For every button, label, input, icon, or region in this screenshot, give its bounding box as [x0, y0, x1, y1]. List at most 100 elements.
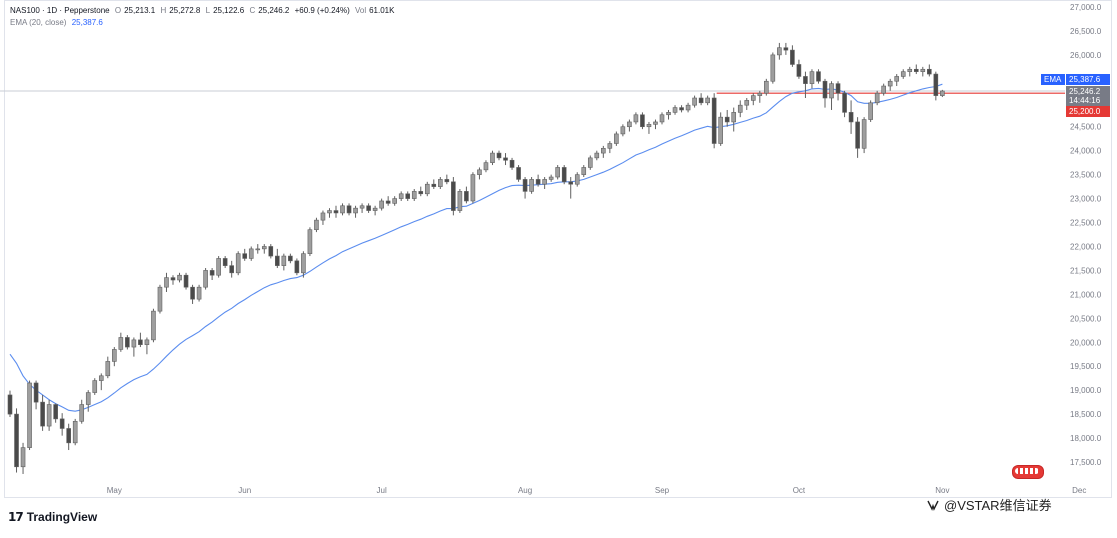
candle-body — [640, 114, 645, 128]
candle-body — [385, 200, 391, 204]
candle-body — [411, 191, 417, 199]
candle-body — [816, 71, 821, 82]
tradingview-wordmark: TradingView — [26, 510, 98, 524]
candle-body — [366, 205, 371, 211]
x-tick-label: May — [107, 486, 122, 495]
candle-body — [131, 339, 137, 348]
candle-body — [118, 337, 124, 350]
price-axis[interactable]: 27,000.026,500.026,000.025,500.025,000.0… — [1070, 3, 1102, 467]
candle-body — [718, 116, 723, 144]
candle — [529, 177, 534, 194]
candle — [503, 153, 508, 166]
candle-body — [783, 47, 789, 51]
candle — [581, 165, 587, 178]
countdown-badge: 14:44:16 — [1066, 95, 1110, 106]
candle — [842, 90, 847, 118]
candle — [757, 90, 763, 103]
candle-body — [203, 270, 208, 288]
y-tick-label: 21,000.0 — [1070, 290, 1102, 299]
y-tick-label: 24,500.0 — [1070, 123, 1102, 132]
candle — [496, 150, 502, 161]
candle-body — [196, 286, 202, 300]
candle-body — [907, 68, 913, 72]
candle — [920, 66, 926, 77]
y-tick-label: 21,500.0 — [1070, 266, 1102, 275]
candle-body — [881, 85, 886, 94]
candle — [627, 119, 632, 132]
candle-body — [894, 76, 900, 82]
ema-legend-value: 25,387.6 — [71, 18, 103, 27]
candle — [405, 191, 411, 201]
candle-body — [209, 270, 215, 276]
candle — [164, 272, 169, 292]
candle — [314, 217, 319, 233]
candle — [20, 442, 26, 474]
time-axis[interactable]: May Jun Jul Aug Sep Oct Nov Dec — [107, 486, 1087, 495]
chart-frame — [4, 0, 1112, 498]
candle — [288, 253, 293, 264]
candle-body — [222, 258, 228, 266]
candle — [816, 69, 821, 84]
candle — [483, 160, 489, 173]
candle-body — [294, 260, 300, 274]
candle — [7, 390, 13, 417]
candle-body — [581, 167, 587, 175]
candle — [424, 181, 430, 197]
candle — [275, 248, 280, 269]
candle-body — [555, 167, 560, 178]
candle — [698, 93, 704, 106]
candle — [750, 93, 756, 106]
candle-body — [79, 404, 85, 422]
y-tick-label: 26,000.0 — [1070, 51, 1102, 60]
last-price-badge: 25,246.2 — [1066, 86, 1110, 97]
candle — [855, 117, 860, 158]
ema-layer — [9, 83, 943, 412]
candle — [359, 203, 365, 213]
candle-body — [568, 181, 574, 185]
candle-body — [535, 179, 541, 185]
close-value: 25,246.2 — [258, 6, 290, 15]
candle-body — [353, 207, 358, 214]
candle — [835, 81, 841, 101]
candle-body — [281, 255, 287, 266]
candle — [744, 98, 750, 110]
candle-body — [177, 274, 182, 281]
candle-body — [803, 76, 808, 84]
candle-body — [157, 286, 163, 312]
candle-body — [920, 68, 926, 72]
candle — [105, 356, 111, 379]
price-chart[interactable]: 27,000.026,500.026,000.025,500.025,000.0… — [0, 0, 1117, 498]
wechat-channel-icon — [927, 500, 939, 511]
candle — [940, 89, 945, 98]
candle — [66, 423, 71, 451]
candle-body — [614, 133, 619, 144]
candle-body — [561, 167, 567, 183]
candle — [777, 42, 782, 60]
candle — [301, 251, 306, 278]
ema-legend-label[interactable]: EMA (20, close) — [10, 18, 67, 27]
candle-body — [301, 253, 306, 274]
candle-body — [346, 205, 352, 214]
candle — [542, 177, 547, 189]
candle — [614, 131, 619, 146]
candle-body — [659, 114, 665, 123]
candle-body — [66, 428, 71, 444]
candle-body — [496, 152, 502, 159]
y-tick-label: 17,500.0 — [1070, 458, 1102, 467]
open-value: 25,213.1 — [124, 6, 156, 15]
candle-body — [848, 112, 854, 123]
candle-body — [764, 80, 769, 94]
candle — [894, 74, 900, 87]
candle — [522, 177, 528, 199]
candle — [444, 174, 450, 185]
symbol-label[interactable]: NAS100 · 1D · Pepperstone — [10, 6, 110, 15]
y-tick-label: 26,500.0 — [1070, 27, 1102, 36]
candle — [718, 112, 723, 146]
candle-body — [666, 112, 671, 116]
watermark-text: @VSTAR维信证券 — [944, 498, 1052, 513]
low-label: L — [205, 6, 211, 15]
candle — [53, 403, 58, 423]
candle-body — [607, 143, 613, 149]
candle — [659, 112, 665, 125]
candle — [438, 177, 443, 189]
